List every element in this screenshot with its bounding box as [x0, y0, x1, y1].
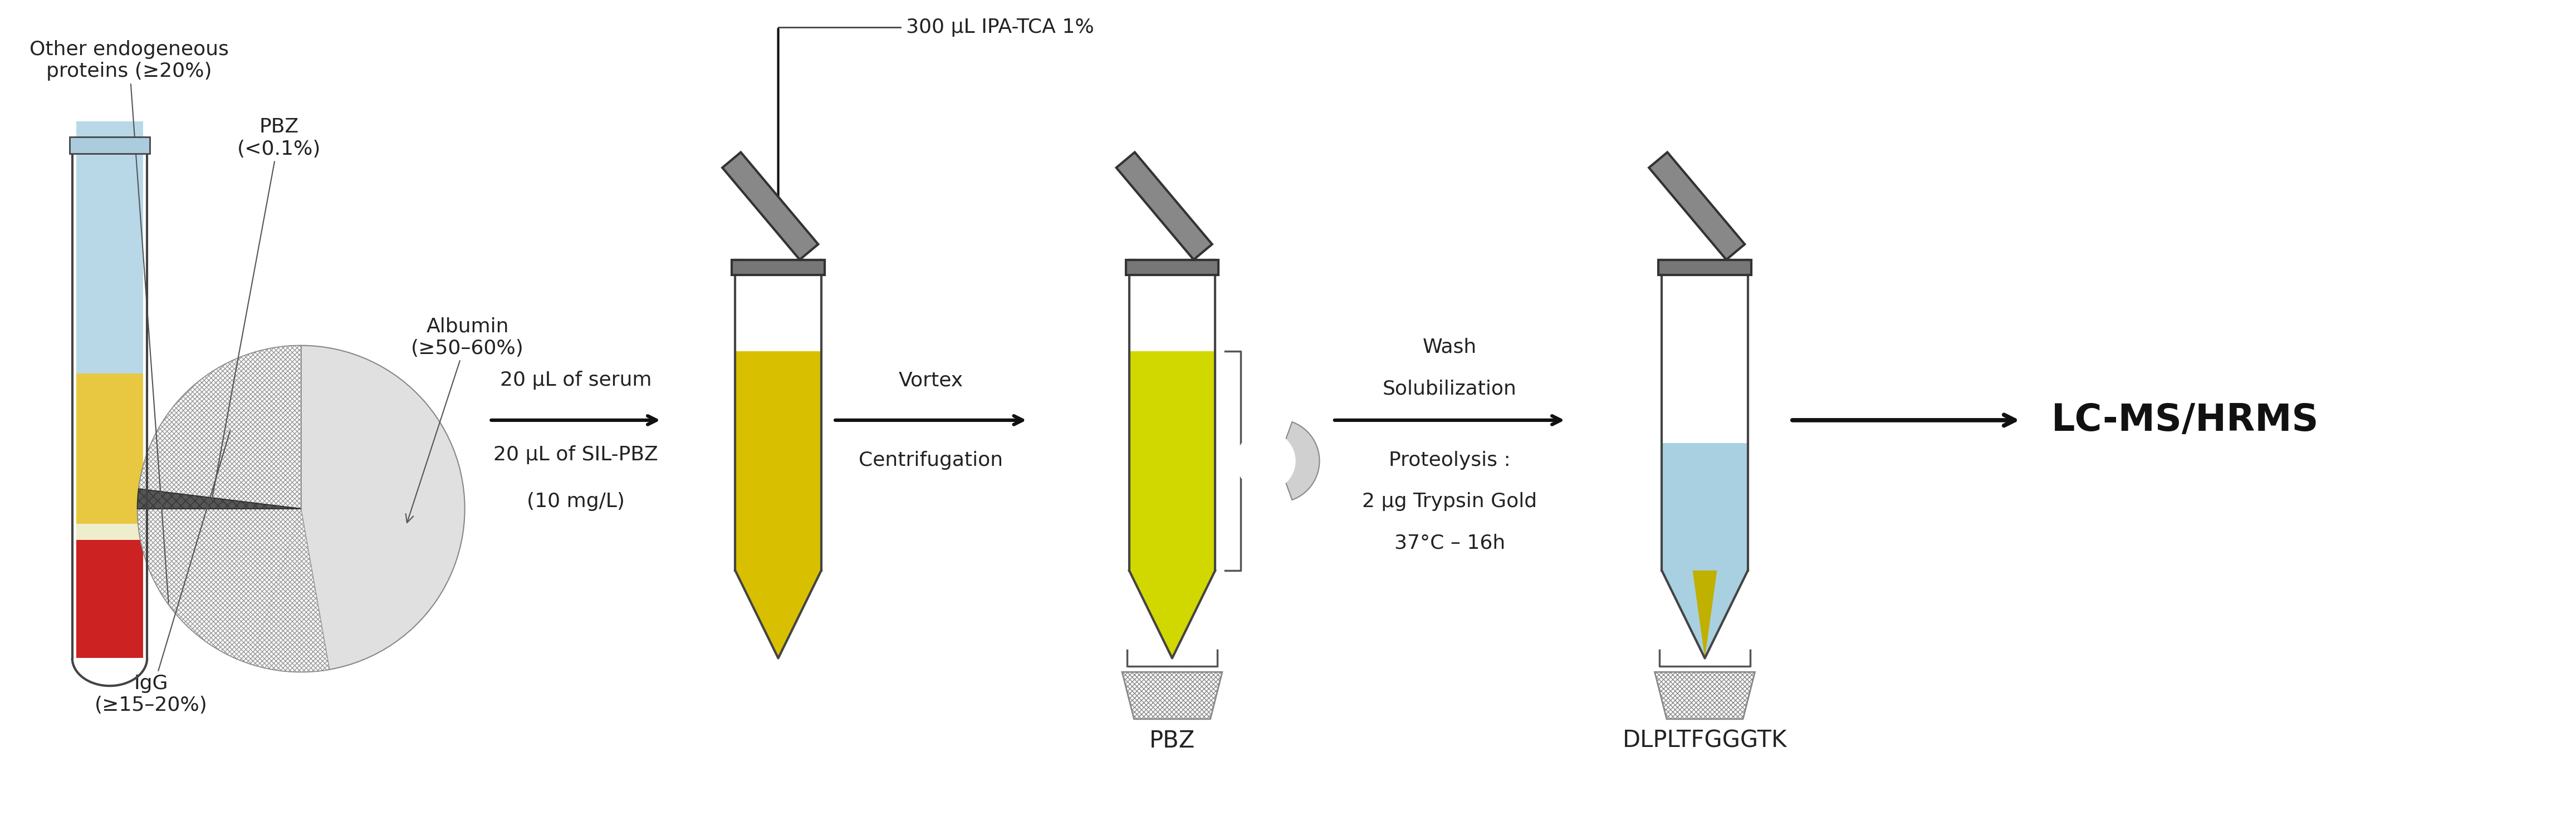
Text: Centrifugation: Centrifugation	[858, 451, 1002, 470]
Text: Proteolysis :: Proteolysis :	[1388, 451, 1510, 470]
Text: Solubilization: Solubilization	[1383, 379, 1517, 398]
Bar	[77, 374, 144, 524]
Text: Other endogeneous
proteins (≥20%): Other endogeneous proteins (≥20%)	[28, 40, 229, 603]
Bar	[1128, 351, 1216, 571]
Text: PBZ: PBZ	[1149, 729, 1195, 752]
Bar	[70, 137, 149, 154]
Polygon shape	[1649, 152, 1744, 259]
Bar	[77, 122, 144, 374]
Text: 20 μL of serum: 20 μL of serum	[500, 371, 652, 390]
Bar	[77, 540, 144, 658]
Text: Wash: Wash	[1422, 337, 1476, 356]
Text: 37°C – 16h: 37°C – 16h	[1394, 534, 1504, 553]
Text: 300 μL IPA-TCA 1%: 300 μL IPA-TCA 1%	[907, 18, 1095, 37]
Polygon shape	[1123, 672, 1221, 719]
Wedge shape	[137, 346, 330, 672]
Text: DLPLTFGGGTK: DLPLTFGGGTK	[1623, 729, 1788, 752]
Text: IgG
(≥15–20%): IgG (≥15–20%)	[95, 431, 229, 714]
Polygon shape	[721, 152, 819, 259]
Polygon shape	[734, 571, 822, 658]
Bar	[734, 351, 822, 571]
Bar	[732, 259, 824, 275]
Text: (10 mg/L): (10 mg/L)	[526, 492, 626, 511]
Polygon shape	[1654, 672, 1754, 719]
Polygon shape	[1692, 571, 1718, 658]
Polygon shape	[1662, 571, 1747, 658]
Bar	[1662, 443, 1747, 571]
Bar	[77, 524, 144, 540]
Bar	[1659, 259, 1752, 275]
Text: 2 μg Trypsin Gold: 2 μg Trypsin Gold	[1363, 492, 1538, 511]
Wedge shape	[1278, 422, 1319, 500]
Polygon shape	[1128, 571, 1216, 658]
Wedge shape	[250, 346, 464, 672]
Text: 20 μL of SIL-PBZ: 20 μL of SIL-PBZ	[495, 445, 657, 464]
Circle shape	[1236, 431, 1296, 491]
Text: PBZ
(<0.1%): PBZ (<0.1%)	[211, 117, 322, 502]
Text: Albumin
(≥50–60%): Albumin (≥50–60%)	[404, 317, 523, 523]
Polygon shape	[1115, 152, 1213, 259]
Wedge shape	[137, 509, 301, 664]
Text: LC-MS/HRMS: LC-MS/HRMS	[2050, 401, 2318, 438]
Wedge shape	[137, 488, 301, 509]
Bar	[1126, 259, 1218, 275]
Text: Vortex: Vortex	[899, 371, 963, 390]
Wedge shape	[139, 346, 301, 509]
